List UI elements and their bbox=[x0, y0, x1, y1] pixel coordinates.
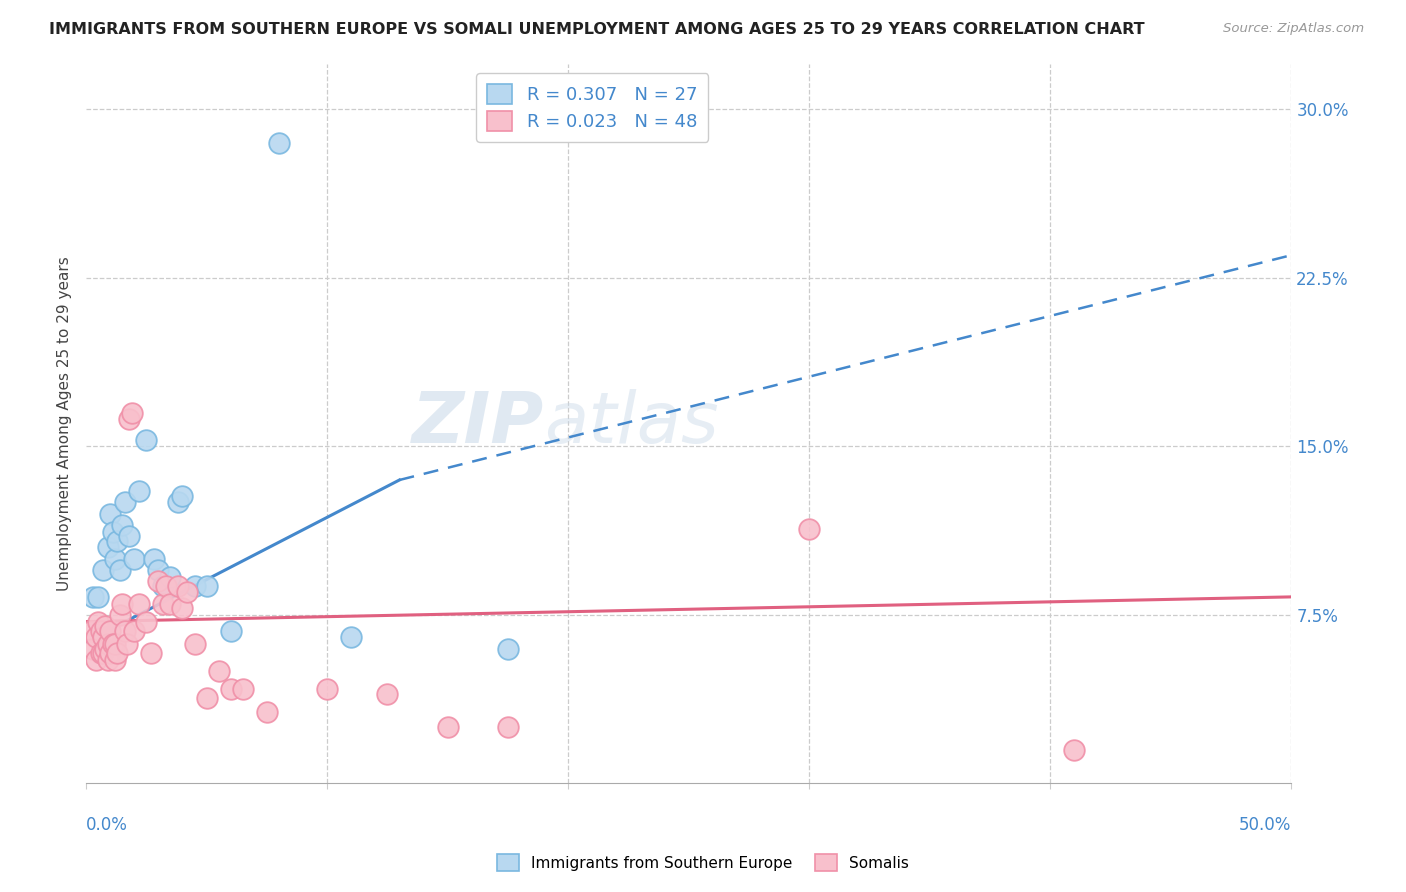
Text: 0.0%: 0.0% bbox=[86, 816, 128, 834]
Point bbox=[256, 705, 278, 719]
Point bbox=[98, 507, 121, 521]
Point bbox=[152, 597, 174, 611]
Text: ZIP: ZIP bbox=[412, 389, 544, 458]
Point bbox=[87, 615, 110, 629]
Point bbox=[155, 579, 177, 593]
Point bbox=[87, 590, 110, 604]
Point bbox=[128, 484, 150, 499]
Legend: R = 0.307   N = 27, R = 0.023   N = 48: R = 0.307 N = 27, R = 0.023 N = 48 bbox=[477, 73, 709, 142]
Point bbox=[97, 637, 120, 651]
Point bbox=[114, 495, 136, 509]
Point bbox=[152, 579, 174, 593]
Point bbox=[128, 597, 150, 611]
Point bbox=[142, 551, 165, 566]
Point bbox=[80, 624, 103, 638]
Point bbox=[90, 646, 112, 660]
Point bbox=[90, 624, 112, 638]
Point bbox=[166, 495, 188, 509]
Point bbox=[135, 433, 157, 447]
Point bbox=[176, 585, 198, 599]
Text: atlas: atlas bbox=[544, 389, 718, 458]
Point bbox=[316, 681, 339, 696]
Point bbox=[82, 641, 104, 656]
Text: Source: ZipAtlas.com: Source: ZipAtlas.com bbox=[1223, 22, 1364, 36]
Point bbox=[496, 641, 519, 656]
Point bbox=[799, 523, 821, 537]
Point bbox=[84, 653, 107, 667]
Point bbox=[107, 533, 129, 548]
Legend: Immigrants from Southern Europe, Somalis: Immigrants from Southern Europe, Somalis bbox=[491, 848, 915, 877]
Point bbox=[82, 590, 104, 604]
Point bbox=[208, 664, 231, 678]
Point bbox=[98, 624, 121, 638]
Point bbox=[97, 541, 120, 555]
Point bbox=[219, 681, 242, 696]
Point bbox=[104, 551, 127, 566]
Point bbox=[141, 646, 163, 660]
Point bbox=[1063, 743, 1085, 757]
Point bbox=[219, 624, 242, 638]
Point bbox=[118, 529, 141, 543]
Point bbox=[183, 579, 205, 593]
Point bbox=[111, 518, 134, 533]
Point bbox=[159, 569, 181, 583]
Point bbox=[104, 637, 127, 651]
Point bbox=[121, 405, 143, 419]
Point bbox=[107, 646, 129, 660]
Point bbox=[340, 631, 363, 645]
Point bbox=[124, 624, 146, 638]
Text: 50.0%: 50.0% bbox=[1239, 816, 1291, 834]
Point bbox=[84, 631, 107, 645]
Point bbox=[118, 412, 141, 426]
Point bbox=[124, 551, 146, 566]
Point bbox=[108, 563, 131, 577]
Point bbox=[148, 563, 170, 577]
Point bbox=[166, 579, 188, 593]
Point bbox=[91, 631, 114, 645]
Point bbox=[148, 574, 170, 589]
Point bbox=[232, 681, 254, 696]
Point bbox=[114, 624, 136, 638]
Point bbox=[94, 619, 117, 633]
Point bbox=[195, 579, 218, 593]
Point bbox=[101, 637, 124, 651]
Point bbox=[377, 687, 399, 701]
Point bbox=[111, 597, 134, 611]
Point bbox=[97, 653, 120, 667]
Text: IMMIGRANTS FROM SOUTHERN EUROPE VS SOMALI UNEMPLOYMENT AMONG AGES 25 TO 29 YEARS: IMMIGRANTS FROM SOUTHERN EUROPE VS SOMAL… bbox=[49, 22, 1144, 37]
Point bbox=[94, 641, 117, 656]
Point bbox=[195, 691, 218, 706]
Point bbox=[267, 136, 290, 150]
Point bbox=[436, 720, 458, 734]
Point bbox=[104, 653, 127, 667]
Point bbox=[172, 489, 194, 503]
Point bbox=[172, 601, 194, 615]
Point bbox=[98, 646, 121, 660]
Point bbox=[115, 637, 138, 651]
Point bbox=[159, 597, 181, 611]
Y-axis label: Unemployment Among Ages 25 to 29 years: Unemployment Among Ages 25 to 29 years bbox=[58, 256, 72, 591]
Point bbox=[108, 607, 131, 622]
Point bbox=[135, 615, 157, 629]
Point bbox=[91, 563, 114, 577]
Point bbox=[101, 524, 124, 539]
Point bbox=[183, 637, 205, 651]
Point bbox=[91, 646, 114, 660]
Point bbox=[496, 720, 519, 734]
